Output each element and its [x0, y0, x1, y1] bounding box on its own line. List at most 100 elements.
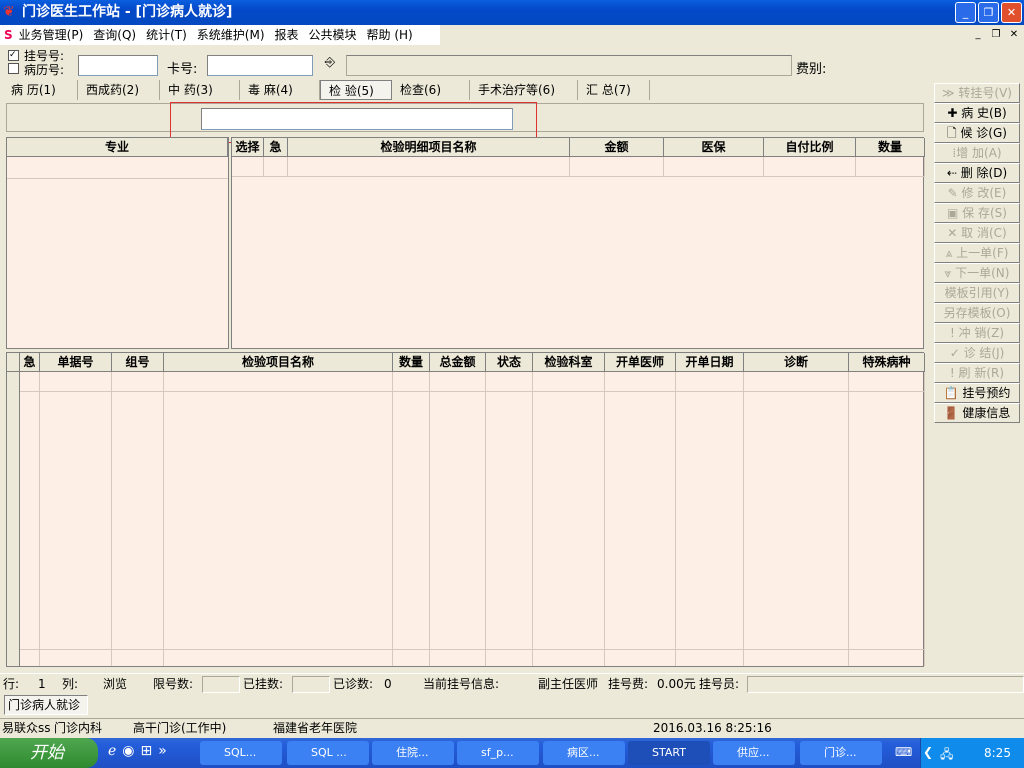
mdi-minimize-button[interactable]: _ [975, 29, 981, 40]
order-col-header-1[interactable]: 单据号 [40, 353, 112, 372]
taskbar-item-3[interactable]: sf_p... [457, 741, 539, 765]
clerk-value [747, 676, 1024, 693]
tab-0[interactable]: 病 历(1) [3, 80, 78, 100]
doc-tab[interactable]: 门诊病人就诊 [4, 695, 88, 715]
record-no-checkbox[interactable] [8, 63, 19, 74]
side-button-6[interactable]: ▣ 保 存(S) [934, 203, 1020, 223]
side-button-15[interactable]: 📋 挂号预约 [934, 383, 1020, 403]
menu-item-0[interactable]: 业务管理(P) [18, 28, 84, 42]
specialty-panel: 专业 [6, 137, 229, 349]
order-col-header-0[interactable]: 急 [20, 353, 40, 372]
mdi-restore-button[interactable]: ❐ [991, 29, 1001, 40]
taskbar-item-4[interactable]: 病区... [543, 741, 625, 765]
mdi-close-button[interactable]: ✕ [1009, 29, 1019, 40]
fee-label: 挂号费: [608, 677, 649, 691]
side-button-11[interactable]: 另存模板(O) [934, 303, 1020, 323]
tab-1[interactable]: 西成药(2) [78, 80, 160, 100]
side-button-16[interactable]: 🚪 健康信息 [934, 403, 1020, 423]
menu-item-5[interactable]: 公共模块 [308, 28, 357, 42]
order-col-header-6[interactable]: 状态 [486, 353, 533, 372]
fee-type-label: 费别: [796, 62, 827, 77]
column-divider [163, 372, 164, 666]
reg-no-label: 挂号号: [24, 49, 65, 63]
tab-4[interactable]: 检 验(5) [320, 80, 392, 100]
registered-value [292, 676, 330, 693]
column-divider [392, 372, 393, 666]
side-button-3[interactable]: ⁞增 加(A) [934, 143, 1020, 163]
side-button-9[interactable]: ⩔ 下一单(N) [934, 263, 1020, 283]
menu-item-4[interactable]: 报表 [274, 28, 299, 42]
side-button-1[interactable]: ✚ 病 史(B) [934, 103, 1020, 123]
tab-5[interactable]: 检查(6) [392, 80, 470, 100]
keyboard-icon[interactable]: ⌨ [895, 745, 913, 759]
clinic: 高干门诊(工作中) [133, 721, 227, 735]
datetime: 2016.03.16 8:25:16 [653, 721, 772, 735]
minimize-button[interactable]: _ [955, 2, 976, 23]
tab-3[interactable]: 毒 麻(4) [240, 80, 320, 100]
row-value: 1 [38, 677, 46, 691]
title-bar: ❦ 门诊医生工作站 - [门诊病人就诊] [0, 0, 1024, 25]
taskbar-item-6[interactable]: 供应... [713, 741, 795, 765]
fee-value: 0.00元 [657, 677, 696, 691]
side-button-5[interactable]: ✎ 修 改(E) [934, 183, 1020, 203]
order-col-header-7[interactable]: 检验科室 [533, 353, 605, 372]
taskbar-item-5[interactable]: START [628, 741, 710, 765]
search-input[interactable] [201, 108, 513, 130]
info-bar [0, 718, 1024, 738]
department: 门诊内科 [54, 721, 103, 735]
side-button-8[interactable]: ⩓ 上一单(F) [934, 243, 1020, 263]
detail-col-header-1[interactable]: 急 [264, 138, 288, 157]
detail-col-header-2[interactable]: 检验明细项目名称 [288, 138, 570, 157]
card-input[interactable] [207, 55, 313, 76]
side-button-2[interactable]: 🗋 候 诊(G) [934, 123, 1020, 143]
order-col-header-3[interactable]: 检验项目名称 [164, 353, 393, 372]
order-col-header-9[interactable]: 开单日期 [676, 353, 744, 372]
taskbar-item-1[interactable]: SQL ... [287, 741, 369, 765]
side-button-14[interactable]: ! 刷 新(R) [934, 363, 1020, 383]
maximize-button[interactable]: ❐ [978, 2, 999, 23]
taskbar-item-7[interactable]: 门诊... [800, 741, 882, 765]
order-col-header-10[interactable]: 诊断 [744, 353, 849, 372]
column-divider [485, 372, 486, 666]
menu-item-3[interactable]: 系统维护(M) [196, 28, 265, 42]
detail-col-header-5[interactable]: 自付比例 [764, 138, 856, 157]
menu-item-6[interactable]: 帮助 (H) [366, 28, 413, 42]
taskbar-item-0[interactable]: SQL... [200, 741, 282, 765]
side-button-0[interactable]: ≫ 转挂号(V) [934, 83, 1020, 103]
reg-no-input[interactable] [78, 55, 158, 76]
row-divider [20, 391, 925, 392]
network-icon[interactable]: 🖧 [940, 747, 954, 761]
order-col-header-8[interactable]: 开单医师 [605, 353, 676, 372]
specialty-row[interactable] [7, 157, 228, 179]
column-divider [604, 372, 605, 666]
tab-2[interactable]: 中 药(3) [160, 80, 240, 100]
menu-item-1[interactable]: 查询(Q) [93, 28, 137, 42]
detail-col-header-0[interactable]: 选择 [232, 138, 264, 157]
quick-launch[interactable]: ℯ◉⊞» [108, 743, 173, 759]
order-col-header-5[interactable]: 总金额 [430, 353, 486, 372]
tab-6[interactable]: 手术治疗等(6) [470, 80, 578, 100]
mode-value: 浏览 [103, 677, 128, 691]
read-card-button[interactable]: ⎆ [324, 55, 336, 70]
tray-expand-icon[interactable]: ❮ [923, 745, 934, 759]
column-divider [924, 372, 925, 666]
order-col-header-11[interactable]: 特殊病种 [849, 353, 925, 372]
side-button-7[interactable]: ✕ 取 消(C) [934, 223, 1020, 243]
menu-item-2[interactable]: 统计(T) [146, 28, 187, 42]
taskbar-item-2[interactable]: 住院... [372, 741, 454, 765]
detail-col-header-6[interactable]: 数量 [856, 138, 925, 157]
current-reg-label: 当前挂号信息: [423, 677, 500, 691]
detail-col-header-3[interactable]: 金额 [570, 138, 664, 157]
side-button-13[interactable]: ✓ 诊 结(J) [934, 343, 1020, 363]
detail-col-header-4[interactable]: 医保 [664, 138, 764, 157]
reg-no-checkbox[interactable]: ✓ [8, 50, 19, 61]
close-button[interactable]: ✕ [1001, 2, 1022, 23]
tab-7[interactable]: 汇 总(7) [578, 80, 650, 100]
side-button-4[interactable]: ⇠ 删 除(D) [934, 163, 1020, 183]
order-col-header-4[interactable]: 数量 [393, 353, 430, 372]
column-divider [287, 157, 288, 176]
side-button-10[interactable]: 模板引用(Y) [934, 283, 1020, 303]
order-col-header-2[interactable]: 组号 [112, 353, 164, 372]
start-button[interactable]: 开始 [0, 738, 98, 768]
side-button-12[interactable]: ! 冲 销(Z) [934, 323, 1020, 343]
